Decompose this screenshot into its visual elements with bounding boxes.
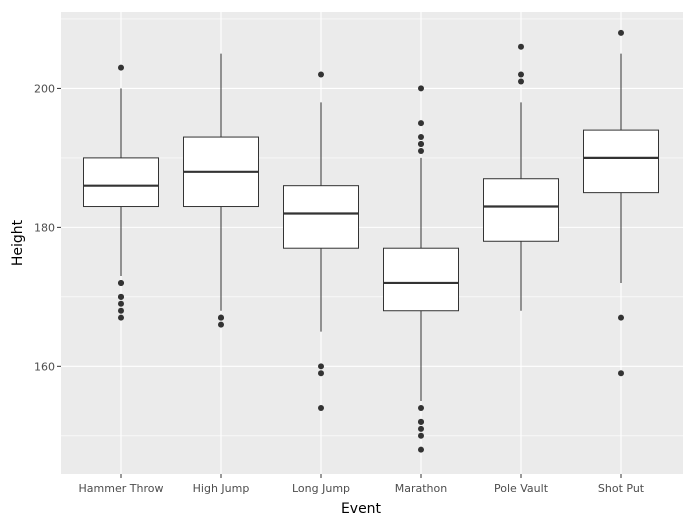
iqr-box [583, 129, 659, 194]
outlier-point [318, 370, 324, 377]
box-pole-vault [483, 43, 559, 311]
grid-minor [61, 18, 683, 437]
y-tick-label: 160 [34, 360, 55, 373]
x-tick-label: Shot Put [598, 482, 645, 495]
outlier-point [218, 321, 224, 328]
outlier-point [418, 446, 424, 453]
outlier-point [218, 314, 224, 321]
outlier-point [118, 279, 124, 286]
box-hammer-throw [83, 64, 159, 321]
outlier-point [418, 120, 424, 127]
y-axis-title: Height [10, 219, 26, 266]
plot-panel [61, 12, 683, 474]
outlier-point [618, 370, 624, 377]
box-shot-put [583, 29, 659, 377]
x-tick-label: Long Jump [292, 482, 350, 495]
x-tick-label: Hammer Throw [79, 482, 164, 495]
outlier-point [418, 425, 424, 432]
x-tick-label: Marathon [395, 482, 448, 495]
outlier-point [418, 141, 424, 147]
box-high-jump [183, 53, 259, 328]
iqr-box [483, 178, 559, 242]
iqr-box [83, 157, 159, 208]
outlier-point [418, 85, 424, 92]
outlier-point [518, 78, 524, 85]
outlier-point [118, 64, 124, 71]
outlier-point [418, 418, 424, 425]
boxes [83, 29, 659, 453]
outlier-point [418, 134, 424, 141]
x-tick-label: High Jump [193, 482, 250, 495]
x-axis-title: Event [341, 501, 382, 517]
x-tick-label: Pole Vault [494, 482, 549, 495]
outlier-point [318, 405, 324, 411]
outlier-point [118, 293, 124, 300]
outlier-point [118, 307, 124, 314]
iqr-box [383, 247, 459, 312]
outlier-point [418, 432, 424, 439]
outlier-point [318, 363, 324, 370]
y-axis: 160 180 200 [34, 82, 61, 373]
outlier-point [118, 300, 124, 307]
outlier-point [118, 314, 124, 321]
y-tick-label: 200 [34, 82, 55, 95]
x-axis: Hammer Throw High Jump Long Jump Marathon Po… [79, 474, 645, 495]
outlier-point [518, 43, 524, 50]
outlier-point [418, 405, 424, 411]
outlier-point [318, 71, 324, 78]
outlier-point [518, 71, 524, 78]
box-long-jump [283, 71, 359, 411]
iqr-box [283, 185, 359, 249]
outlier-point [618, 314, 624, 321]
box-marathon [383, 85, 459, 453]
outlier-point [418, 147, 424, 154]
y-tick-label: 180 [34, 221, 55, 234]
outlier-point [618, 29, 624, 36]
